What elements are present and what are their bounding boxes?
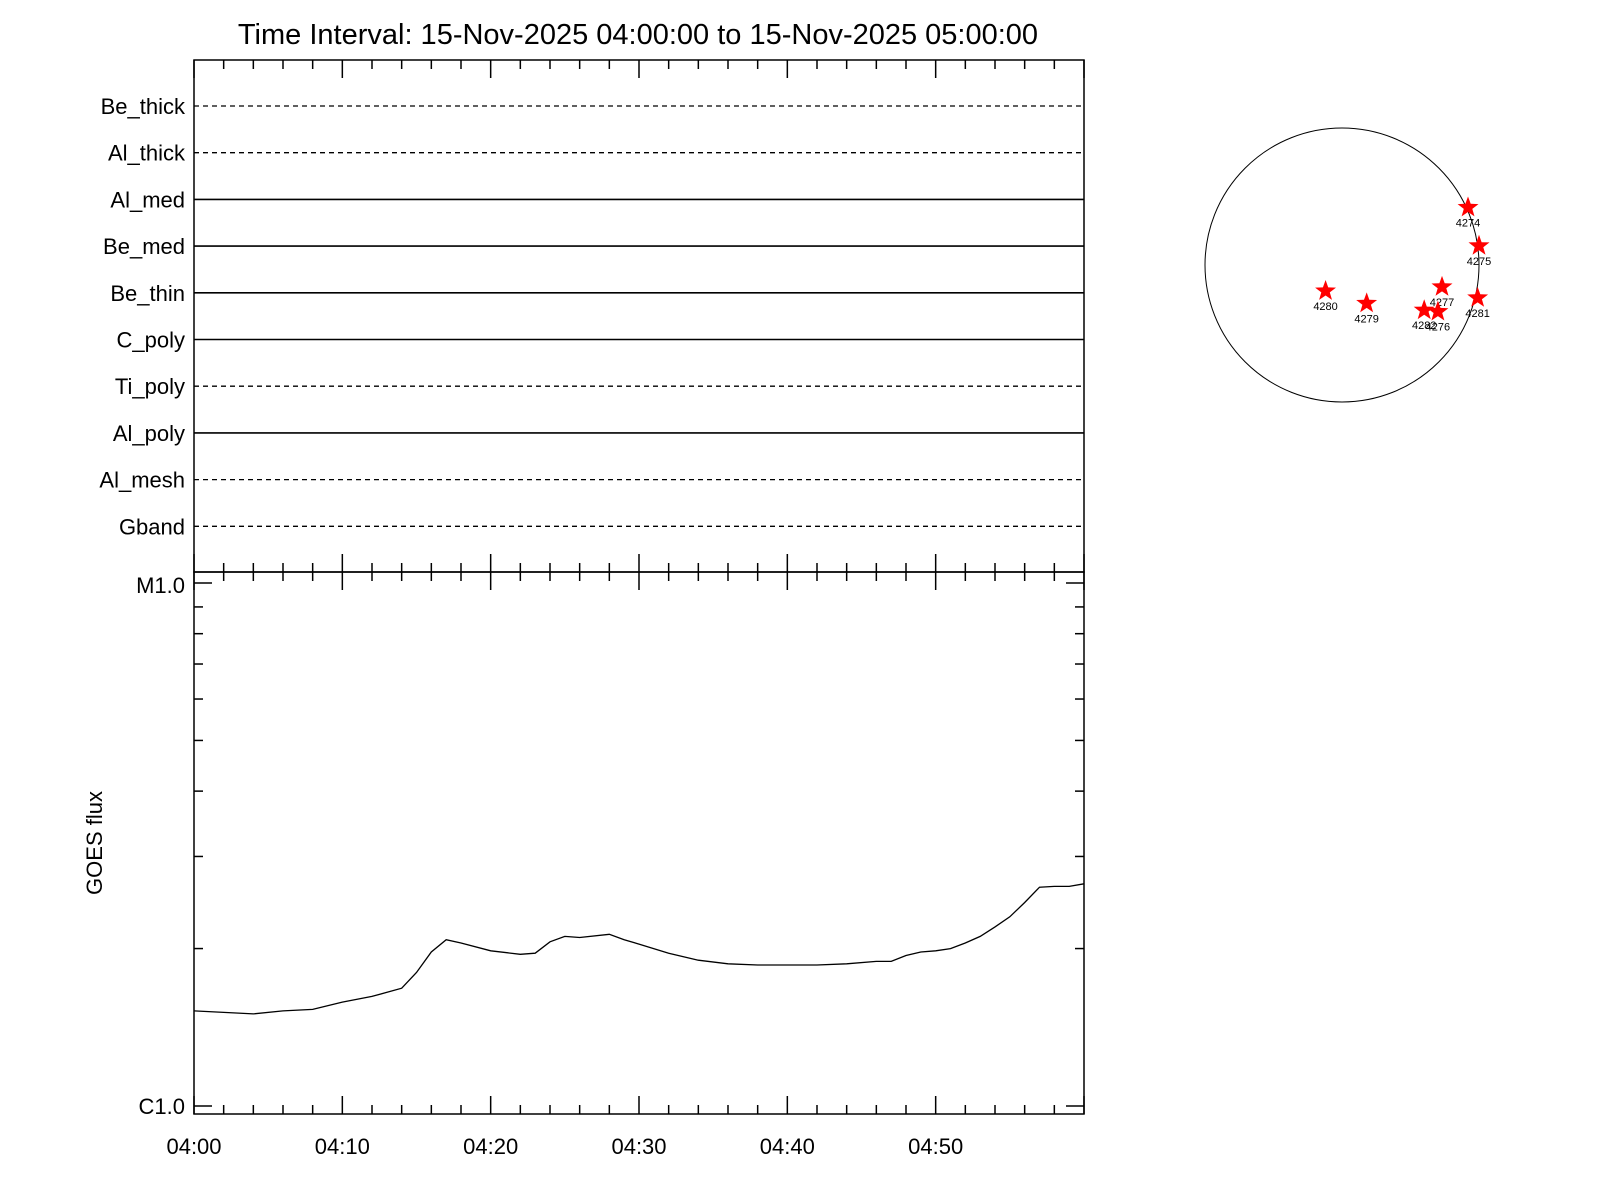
ar-marker-4277 [1431, 275, 1453, 296]
filter-label-be_med: Be_med [103, 234, 185, 259]
ar-marker-4275 [1468, 234, 1490, 255]
filter-label-al_thick: Al_thick [108, 141, 186, 166]
filter-label-c_poly: C_poly [117, 328, 185, 353]
goes-panel-frame [193, 571, 1085, 1115]
goes-y-ticks [194, 582, 1084, 1107]
ar-marker-4282 [1413, 299, 1435, 320]
goes-y-max-label: M1.0 [136, 573, 185, 598]
filter-rows: Be_thick Al_thick Al_med Be_med Be_thin C_pol… [99, 94, 1084, 539]
x-tick-label: 04:40 [760, 1134, 815, 1159]
x-tick-label: 04:20 [463, 1134, 518, 1159]
goes-y-min-label: C1.0 [139, 1094, 185, 1119]
ar-label-4277: 4277 [1430, 297, 1454, 309]
ar-label-4275: 4275 [1467, 256, 1491, 268]
x-tick-label: 04:10 [315, 1134, 370, 1159]
goes-y-axis-label: GOES flux [82, 791, 107, 895]
filter-label-be_thin: Be_thin [110, 281, 185, 306]
ar-label-4282: 4282 [1412, 320, 1436, 332]
ar-label-4280: 4280 [1313, 301, 1337, 313]
filter-label-al_poly: Al_poly [113, 421, 185, 446]
goes-panel: M1.0 C1.0 GOES flux 04:00 04:10 04:20 04:30… [82, 571, 1085, 1159]
goes-flux-line [193, 883, 1085, 1015]
filter-label-gband: Gband [119, 514, 185, 539]
ar-marker-4276 [1427, 300, 1449, 321]
ar-label-4274: 4274 [1456, 217, 1480, 229]
filter-panel: Be_thick Al_thick Al_med Be_med Be_thin C_pol… [99, 59, 1085, 573]
x-tick-label: 04:00 [166, 1134, 221, 1159]
filter-label-ti_poly: Ti_poly [115, 374, 185, 399]
ar-marker-4281 [1467, 286, 1489, 307]
solar-disk [1204, 127, 1480, 403]
filter-panel-frame [193, 59, 1085, 573]
filter-label-be_thick: Be_thick [101, 94, 186, 119]
x-tick-label: 04:30 [611, 1134, 666, 1159]
x-tick-label: 04:50 [908, 1134, 963, 1159]
filter-x-ticks [193, 60, 1085, 572]
ar-marker-4280 [1315, 280, 1336, 300]
filter-label-al_med: Al_med [110, 187, 185, 212]
ar-label-4276: 4276 [1426, 322, 1450, 334]
chart-title: Time Interval: 15-Nov-2025 04:00:00 to 1… [238, 19, 1038, 51]
ar-label-4279: 4279 [1354, 313, 1378, 325]
ar-label-4281: 4281 [1465, 308, 1489, 320]
goes-x-ticks [193, 572, 1085, 1114]
ar-marker-4279 [1356, 292, 1378, 313]
ar-marker-4274 [1457, 196, 1479, 217]
goes-x-tick-labels: 04:00 04:10 04:20 04:30 04:40 04:50 [166, 1134, 963, 1159]
filter-label-al_mesh: Al_mesh [99, 468, 185, 493]
